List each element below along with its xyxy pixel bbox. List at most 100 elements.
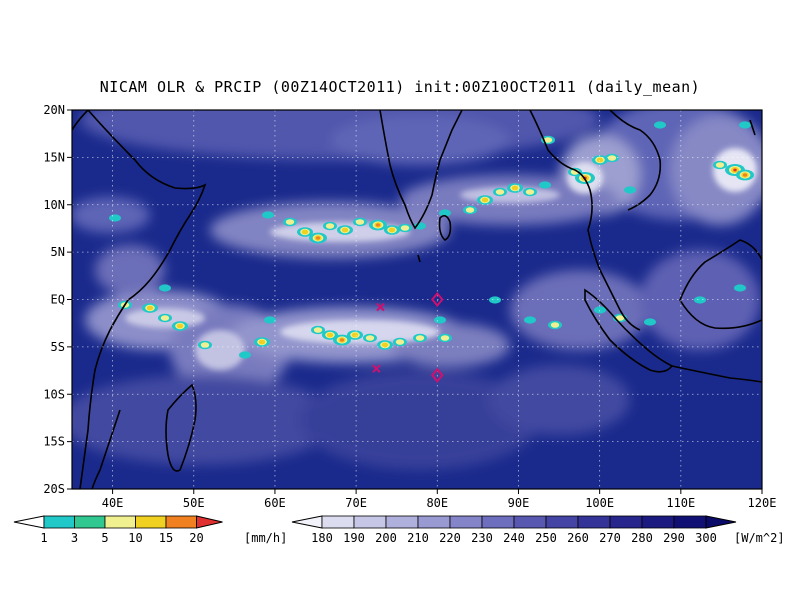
lon-label: 40E — [102, 496, 124, 510]
colorbar-label: 210 — [407, 531, 429, 545]
precip-cell — [254, 337, 270, 347]
precip-cell — [262, 211, 274, 219]
colorbar-label: 300 — [695, 531, 717, 545]
colorbar-unit: [mm/h] — [244, 531, 287, 545]
precip-cell — [713, 160, 727, 170]
colorbar-label: 200 — [375, 531, 397, 545]
diamond-marker — [430, 367, 444, 383]
precip-cell — [624, 186, 636, 194]
colorbar-label: 240 — [503, 531, 525, 545]
coastline-sri-lanka — [438, 214, 452, 241]
precip-cell — [539, 181, 551, 189]
precip-cell — [333, 334, 351, 346]
colorbar-label: 180 — [311, 531, 333, 545]
precip-cell — [159, 284, 171, 292]
coastlines — [72, 110, 762, 489]
x-marker — [372, 364, 381, 373]
lat-label: 15N — [43, 150, 65, 164]
colorbar-right-arrow — [705, 515, 737, 529]
axes: 20N 15N 10N 5N EQ 5S 10S 15S 20S 40E 50E 60E 70E 80E 9… — [43, 103, 776, 510]
colorbar-label: 10 — [128, 531, 142, 545]
precip-cell — [736, 169, 754, 181]
colorbar-label: 270 — [599, 531, 621, 545]
lat-label: 15S — [43, 435, 65, 449]
coastline-myanmar-malay — [529, 110, 641, 331]
colorbar-left-arrow — [13, 515, 45, 529]
precip-cell — [434, 316, 446, 324]
colorbar-unit: [W/m^2] — [734, 531, 785, 545]
lat-label: 20N — [43, 103, 65, 117]
coastline-africa-south — [91, 409, 121, 489]
precip-cell — [384, 225, 400, 235]
colorbar-swatch — [74, 515, 106, 529]
precip-cell — [507, 183, 523, 193]
coastline-java — [671, 365, 762, 383]
colorbar-swatch — [353, 515, 387, 529]
map-title: NICAM OLR & PRCIP (00Z14OCT2011) init:00… — [99, 78, 701, 96]
lon-label: 60E — [264, 496, 286, 510]
coastline-arabia-africa — [79, 110, 207, 489]
precip-cell — [264, 316, 276, 324]
precip-cell — [337, 225, 353, 235]
lon-label: 120E — [748, 496, 777, 510]
precip-colorbar: 1 3 5 10 15 20 [mm/h] — [13, 515, 287, 545]
precip-cell — [438, 333, 452, 343]
gridlines — [72, 110, 762, 489]
precip-cell — [654, 121, 666, 129]
precip-cell — [644, 318, 656, 326]
colorbar-label: 280 — [631, 531, 653, 545]
precip-cell — [142, 303, 158, 313]
lon-label: 90E — [508, 496, 530, 510]
colorbar-label: 3 — [71, 531, 78, 545]
colorbar-label: 260 — [567, 531, 589, 545]
precip-cell — [477, 195, 493, 205]
precip-cell — [172, 321, 188, 331]
precip-cell — [739, 121, 751, 129]
colorbar-swatch — [385, 515, 419, 529]
precip-cell — [605, 153, 619, 163]
markers — [372, 291, 444, 383]
colorbar-swatch — [417, 515, 451, 529]
lon-label: 70E — [345, 496, 367, 510]
colorbar-label: 190 — [343, 531, 365, 545]
lat-label: EQ — [51, 293, 65, 307]
colorbar-swatch — [481, 515, 515, 529]
precip-cell — [369, 219, 387, 231]
lon-label: 110E — [666, 496, 695, 510]
diamond-marker — [430, 291, 444, 308]
precip-cell — [311, 325, 325, 335]
colorbar-label: 20 — [189, 531, 203, 545]
colorbar-swatch — [43, 515, 75, 529]
colorbar-swatch — [135, 515, 167, 529]
colorbar-label: 220 — [439, 531, 461, 545]
precip-cell — [463, 205, 477, 215]
colorbar-swatch — [513, 515, 547, 529]
precip-cell — [297, 227, 313, 237]
precip-cell — [309, 232, 327, 244]
colorbar-swatch — [321, 515, 355, 529]
colorbar-swatch — [673, 515, 707, 529]
precip-cell — [493, 187, 507, 197]
lat-label: 20S — [43, 482, 65, 496]
colorbar-left-arrow — [291, 515, 323, 529]
colorbar-swatch — [449, 515, 483, 529]
coastline-sumatra — [584, 288, 674, 373]
precip-cell — [377, 340, 393, 350]
precip-cell — [734, 284, 746, 292]
x-marker — [376, 302, 385, 312]
colorbar-label: 5 — [101, 531, 108, 545]
lat-label: 5S — [51, 340, 65, 354]
lon-label: 80E — [426, 496, 448, 510]
precip-cell — [353, 217, 367, 227]
coastline-india — [379, 110, 463, 230]
olr-cloud-field — [72, 110, 762, 470]
plot-area — [71, 109, 763, 490]
coastline-indochina — [609, 110, 662, 211]
precip-cell — [198, 340, 212, 350]
precip-cell — [489, 296, 501, 304]
precip-cell — [283, 217, 297, 227]
coastline-maldives — [417, 254, 421, 263]
colorbar-label: 1 — [40, 531, 47, 545]
colorbar-swatch — [641, 515, 675, 529]
colorbar-swatch — [545, 515, 579, 529]
